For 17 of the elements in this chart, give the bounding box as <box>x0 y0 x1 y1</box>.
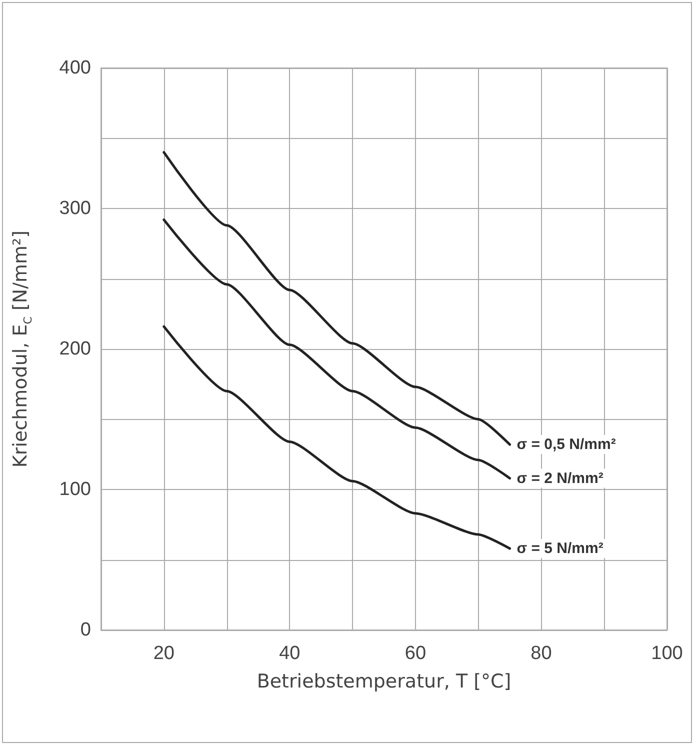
line-series <box>162 218 512 480</box>
x-tick-label: 20 <box>153 643 174 664</box>
series-label: σ = 5 N/mm² <box>516 540 604 558</box>
x-tick-label: 100 <box>651 643 683 664</box>
y-tick-label: 200 <box>59 338 91 360</box>
line-series <box>162 325 512 550</box>
y-tick-label: 400 <box>59 58 91 78</box>
x-tick-label: 80 <box>530 643 552 664</box>
line-series <box>162 151 512 446</box>
series-label: σ = 0,5 N/mm² <box>516 436 616 454</box>
series-label: σ = 2 N/mm² <box>516 470 604 487</box>
y-tick-label: 0 <box>80 620 91 640</box>
y-tick-label: 300 <box>59 198 91 219</box>
x-tick-label: 60 <box>404 643 426 664</box>
y-tick-label: 100 <box>59 479 91 500</box>
x-axis-title: Betriebstemperatur, T [°C] <box>256 670 512 692</box>
x-tick-label: 40 <box>279 643 300 664</box>
